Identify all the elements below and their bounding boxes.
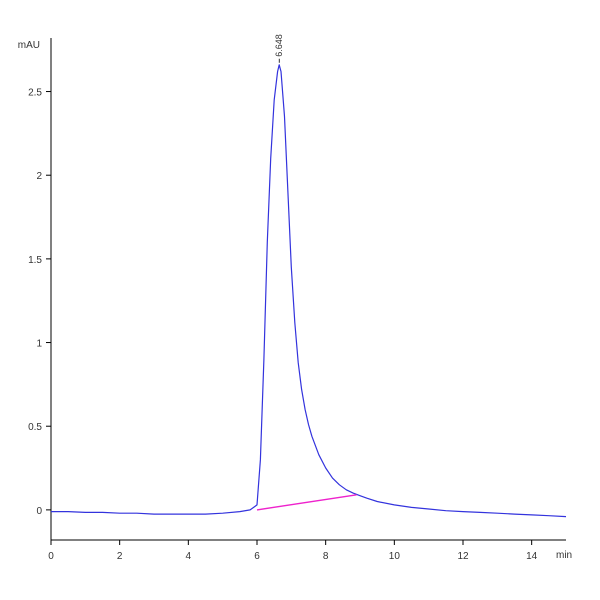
- y-tick-label: 2.5: [28, 88, 42, 99]
- x-tick-label: 4: [186, 551, 192, 562]
- x-tick-label: 0: [48, 551, 54, 562]
- x-tick-label: 8: [323, 551, 329, 562]
- x-tick-label: 14: [526, 551, 538, 562]
- signal-trace: [51, 64, 567, 518]
- x-tick-label: 10: [389, 551, 401, 562]
- x-unit-label: min: [556, 550, 572, 561]
- y-tick-label: 1: [36, 339, 42, 350]
- x-tick-label: 2: [117, 551, 123, 562]
- y-tick-label: 0.5: [28, 422, 42, 433]
- ticks-group: 0 2 4 6 8 10 12 14 0 0.5 1 1.5 2 2.5: [28, 88, 538, 562]
- axes: [50, 38, 566, 541]
- y-unit-label: mAU: [18, 40, 40, 51]
- y-tick-label: 0: [36, 506, 42, 517]
- x-tick-label: 12: [457, 551, 469, 562]
- x-tick-label: 6: [254, 551, 260, 562]
- y-tick-label: 1.5: [28, 255, 42, 266]
- peak-retention-label: 6.648: [274, 34, 284, 57]
- plot-area: 6.648: [51, 34, 567, 518]
- y-tick-label: 2: [36, 171, 42, 182]
- integration-baseline: [256, 494, 357, 511]
